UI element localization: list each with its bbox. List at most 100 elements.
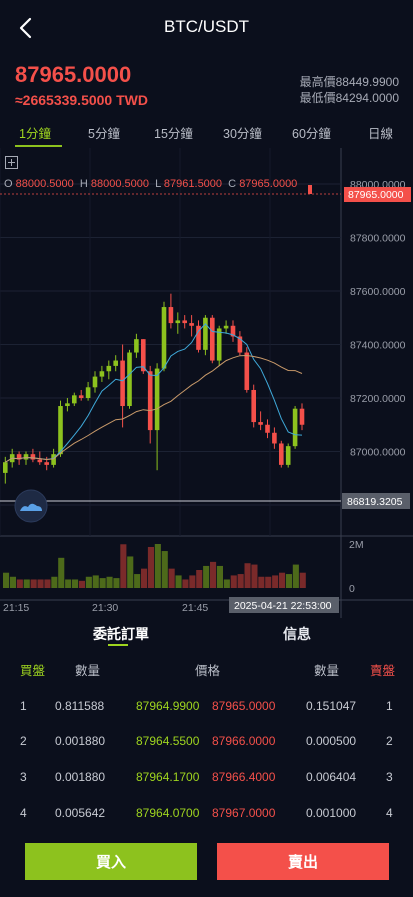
volume-bar	[210, 561, 217, 588]
ask-quantity: 0.151047	[306, 699, 357, 713]
volume-tick-label: 2M	[349, 539, 364, 551]
candle-body	[30, 454, 36, 460]
volume-bar	[141, 568, 148, 588]
volume-bar	[272, 575, 279, 588]
tab-5min[interactable]: 5分鐘	[88, 127, 120, 141]
tab-orders[interactable]: 委託訂單	[93, 626, 149, 642]
candle-body	[92, 376, 98, 388]
crosshair-price-label: 86819.3205	[347, 496, 403, 508]
ask-price: 87966.0000	[212, 734, 276, 748]
candle-body	[23, 454, 29, 460]
interval-tabs: 1分鐘 5分鐘 15分鐘 30分鐘 60分鐘 日線	[0, 118, 413, 148]
bid-quantity: 0.001880	[55, 770, 106, 784]
candle-body	[285, 446, 291, 465]
price-header: 價格	[195, 664, 221, 678]
row-index-right: 2	[386, 734, 393, 748]
crosshair-price-bg	[342, 493, 410, 509]
volume-bar	[223, 579, 230, 588]
close-value: 87965.0000	[239, 178, 298, 190]
candle-body	[51, 454, 56, 465]
tab-info[interactable]: 信息	[283, 626, 311, 642]
candle-body	[258, 422, 263, 425]
candle-body	[147, 371, 153, 431]
order-tab-indicator	[108, 644, 128, 646]
ask-quantity: 0.000500	[306, 734, 357, 748]
order-book-row[interactable]: 1 0.811588 87964.9900 87965.0000 0.151047 1	[0, 699, 413, 727]
order-book-row[interactable]: 4 0.005642 87964.0700 87967.0000 0.001000 4	[0, 806, 413, 834]
sell-side-header: 賣盤	[370, 664, 396, 678]
candle-body	[72, 395, 77, 404]
candle-body	[175, 320, 181, 324]
volume-bar	[37, 579, 44, 588]
volume-bar	[127, 556, 134, 588]
candle-body	[44, 462, 49, 465]
ma-short-line	[5, 323, 303, 463]
row-index: 2	[20, 734, 27, 748]
ask-quantity: 0.001000	[306, 806, 357, 820]
candle-body	[113, 360, 118, 366]
candle-body	[230, 325, 236, 337]
low-value: 87961.5000	[163, 178, 223, 190]
ask-price: 87965.0000	[212, 699, 276, 713]
candle-body	[85, 387, 91, 398]
back-arrow-icon[interactable]	[16, 16, 38, 40]
buy-button[interactable]: 買入	[25, 843, 197, 880]
active-tab-indicator	[15, 145, 62, 147]
expand-indicator-icon[interactable]	[5, 156, 18, 169]
bid-price: 87964.5500	[136, 734, 200, 748]
volume-bar	[265, 576, 272, 588]
tab-1min[interactable]: 1分鐘	[19, 127, 51, 141]
price-tick-label: 87400.0000	[350, 340, 406, 352]
volume-bar	[72, 579, 79, 588]
sell-button[interactable]: 賣出	[217, 843, 389, 880]
candle-body	[189, 323, 194, 326]
candlestick-chart[interactable]: 88000.000087800.000087600.000087400.0000…	[0, 148, 413, 618]
candle-body	[265, 424, 270, 433]
open-value: 88000.5000	[15, 178, 74, 190]
price-tick-label: 87000.0000	[350, 447, 406, 459]
candle-body	[272, 432, 277, 444]
candle-body	[182, 320, 187, 324]
candle-body	[127, 352, 132, 407]
candle-body	[99, 371, 105, 377]
bid-quantity: 0.811588	[55, 699, 105, 713]
row-index-right: 1	[386, 699, 393, 713]
close-label: C	[228, 178, 237, 190]
price-tick-label: 87800.0000	[350, 233, 406, 245]
bid-quantity: 0.005642	[55, 806, 106, 820]
high-low-box: 最高價88449.9900 最低價84294.0000	[300, 74, 399, 106]
candle-body	[58, 406, 63, 455]
volume-bar	[51, 576, 58, 588]
tab-30min[interactable]: 30分鐘	[223, 127, 262, 141]
bid-qty-header: 數量	[75, 664, 101, 678]
volume-bar	[161, 551, 168, 588]
price-tick-label: 87200.0000	[350, 393, 406, 405]
cloud-icon	[20, 503, 42, 511]
candle-body	[223, 325, 229, 329]
tab-15min[interactable]: 15分鐘	[154, 127, 193, 141]
volume-bar	[216, 565, 223, 588]
tab-daily[interactable]: 日線	[368, 127, 394, 141]
candle-body	[216, 328, 222, 361]
order-book-row[interactable]: 2 0.001880 87964.5500 87966.0000 0.000500 2	[0, 734, 413, 762]
tab-60min[interactable]: 60分鐘	[292, 127, 331, 141]
volume-bar	[237, 574, 244, 588]
candle-body	[168, 307, 174, 324]
volume-bar	[3, 572, 10, 588]
volume-bar	[147, 546, 154, 588]
volume-bar	[30, 579, 37, 588]
order-book-row[interactable]: 3 0.001880 87964.1700 87966.4000 0.006404 3	[0, 770, 413, 798]
volume-bar	[258, 576, 265, 588]
last-price: 87965.0000	[15, 62, 132, 87]
volume-bar	[85, 576, 92, 588]
price-tick-label: 87600.0000	[350, 286, 406, 298]
candle-body	[251, 389, 256, 423]
volume-bar	[279, 572, 286, 588]
last-candle-body	[308, 185, 312, 194]
candle-body	[141, 339, 146, 372]
row-index-right: 3	[386, 770, 393, 784]
candle-body	[154, 368, 160, 431]
current-price-tag: 87965.0000	[348, 189, 404, 201]
volume-bar	[189, 575, 196, 588]
candle-body	[65, 403, 70, 407]
